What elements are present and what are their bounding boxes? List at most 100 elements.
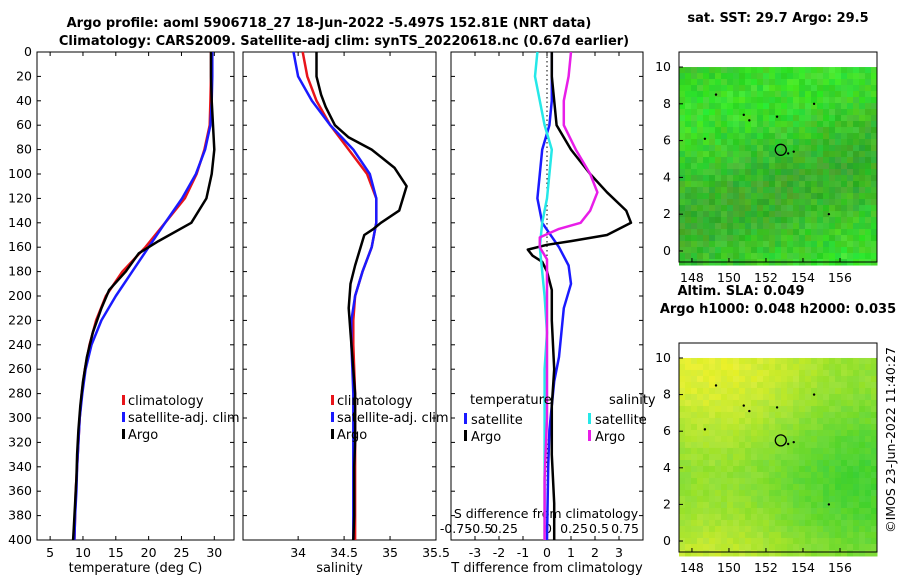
x-tick-label: 30: [206, 545, 222, 560]
heatmap-cell: [829, 519, 836, 527]
y-tick-label: 6: [663, 133, 671, 148]
heatmap-cell: [805, 103, 812, 110]
heatmap-cell: [787, 441, 794, 449]
heatmap-cell: [763, 483, 770, 491]
heatmap-cell: [853, 519, 860, 527]
heatmap-cell: [859, 235, 866, 242]
heatmap-cell: [679, 369, 686, 377]
heatmap-cell: [799, 465, 806, 473]
heatmap-cell: [763, 145, 770, 152]
heatmap-cell: [751, 501, 758, 509]
heatmap-cell: [781, 121, 788, 128]
legend-swatch: [331, 395, 334, 405]
heatmap-cell: [775, 115, 782, 122]
heatmap-cell: [823, 205, 830, 212]
heatmap-cell: [745, 181, 752, 188]
heatmap-cell: [739, 489, 746, 497]
heatmap-cell: [775, 169, 782, 176]
heatmap-cell: [769, 513, 776, 521]
heatmap-cell: [859, 435, 866, 443]
heatmap-cell: [805, 205, 812, 212]
heatmap-cell: [721, 175, 728, 182]
heatmap-cell: [859, 85, 866, 92]
heatmap-cell: [751, 145, 758, 152]
heatmap-cell: [769, 199, 776, 206]
heatmap-cell: [781, 519, 788, 527]
heatmap-cell: [793, 67, 800, 74]
heatmap-cell: [847, 253, 854, 260]
heatmap-cell: [769, 157, 776, 164]
heatmap-cell: [721, 435, 728, 443]
map-dot: [748, 119, 751, 122]
heatmap-cell: [859, 121, 866, 128]
heatmap-cell: [703, 145, 710, 152]
heatmap-cell: [703, 181, 710, 188]
heatmap-cell: [685, 543, 692, 551]
heatmap-cell: [733, 411, 740, 419]
heatmap-cell: [715, 187, 722, 194]
heatmap-cell: [715, 531, 722, 539]
heatmap-cell: [739, 519, 746, 527]
heatmap-cell: [847, 217, 854, 224]
heatmap-cell: [805, 169, 812, 176]
heatmap-cell: [751, 241, 758, 248]
x-tick-label: 150: [717, 560, 741, 575]
secondary-tick-label: 0.25: [490, 521, 518, 536]
heatmap-cell: [679, 399, 686, 407]
heatmap-cell: [823, 453, 830, 461]
heatmap-cell: [769, 133, 776, 140]
heatmap-cell: [817, 471, 824, 479]
heatmap-cell: [811, 145, 818, 152]
heatmap-cell: [691, 405, 698, 413]
heatmap-cell: [733, 229, 740, 236]
heatmap-cell: [763, 507, 770, 515]
heatmap-cell: [859, 229, 866, 236]
heatmap-cell: [691, 199, 698, 206]
heatmap-cell: [787, 145, 794, 152]
heatmap-cell: [811, 235, 818, 242]
map-dot: [714, 93, 718, 96]
heatmap-cell: [757, 357, 764, 365]
heatmap-cell: [805, 447, 812, 455]
heatmap-cell: [829, 381, 836, 389]
heatmap-cell: [847, 229, 854, 236]
heatmap-cells: [679, 357, 878, 557]
heatmap-cell: [871, 211, 878, 218]
argo-height-title: Argo h1000: 0.048 h2000: 0.035: [660, 302, 896, 317]
heatmap-cell: [697, 429, 704, 437]
heatmap-cell: [871, 537, 878, 545]
heatmap-cell: [685, 471, 692, 479]
heatmap-cell: [865, 381, 872, 389]
heatmap-cell: [823, 531, 830, 539]
heatmap-cell: [757, 447, 764, 455]
heatmap-cell: [853, 199, 860, 206]
heatmap-cell: [757, 459, 764, 467]
heatmap-cell: [703, 381, 710, 389]
heatmap-cell: [829, 175, 836, 182]
heatmap-cell: [787, 387, 794, 395]
heatmap-cell: [859, 357, 866, 365]
heatmap-cell: [763, 399, 770, 407]
heatmap-cell: [805, 453, 812, 461]
heatmap-cell: [703, 241, 710, 248]
heatmap-cell: [799, 175, 806, 182]
heatmap-cell: [871, 229, 878, 236]
heatmap-cell: [733, 127, 740, 134]
heatmap-cell: [871, 495, 878, 503]
heatmap-cell: [817, 211, 824, 218]
heatmap-cell: [697, 223, 704, 230]
heatmap-cell: [733, 103, 740, 110]
heatmap-cell: [727, 67, 734, 74]
heatmap-cell: [781, 387, 788, 395]
legend-label: climatology: [337, 394, 413, 409]
heatmap-cell: [841, 435, 848, 443]
heatmap-cell: [775, 235, 782, 242]
heatmap-cell: [781, 435, 788, 443]
heatmap-cell: [829, 73, 836, 80]
heatmap-cell: [829, 369, 836, 377]
legend-swatch: [464, 413, 467, 424]
heatmap-cell: [727, 405, 734, 413]
heatmap-cell: [805, 435, 812, 443]
heatmap-cell: [775, 447, 782, 455]
heatmap-cell: [811, 549, 818, 557]
